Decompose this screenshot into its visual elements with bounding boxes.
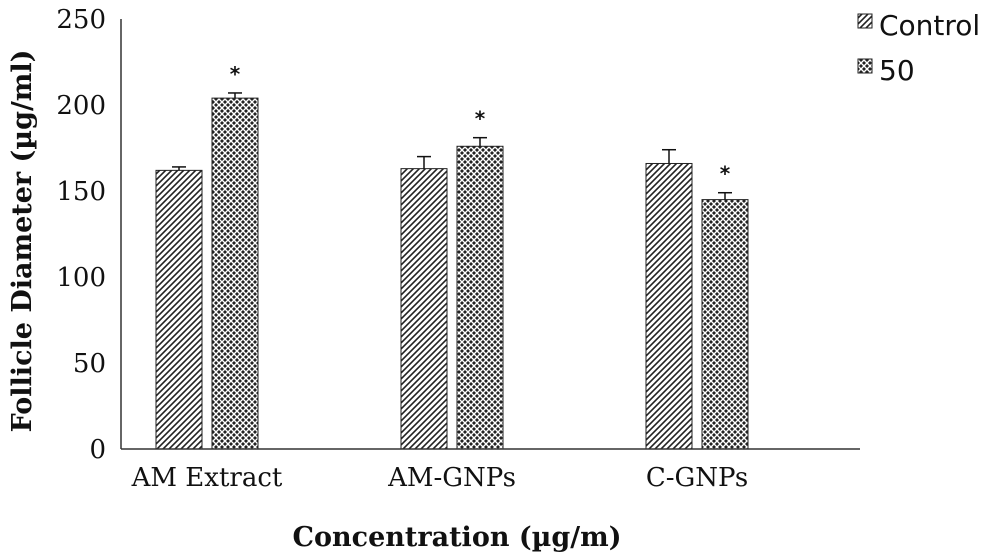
bar-control bbox=[155, 169, 203, 450]
y-tick-label: 200 bbox=[56, 91, 106, 121]
legend-swatch-50 bbox=[857, 58, 873, 74]
legend-label-control: Control bbox=[879, 9, 980, 42]
x-category-label: AM-GNPs bbox=[387, 463, 516, 493]
bar-control bbox=[645, 162, 693, 450]
y-axis-title: Follicle Diameter (µg/ml) bbox=[7, 50, 38, 433]
bars: * * * bbox=[155, 62, 749, 450]
legend: Control 50 bbox=[857, 9, 980, 87]
x-axis-category-labels: AM Extract AM-GNPs C-GNPs bbox=[131, 463, 749, 493]
y-tick-label: 50 bbox=[73, 349, 106, 379]
significance-marker: * bbox=[720, 162, 731, 186]
significance-marker: * bbox=[475, 107, 486, 131]
y-tick-label: 250 bbox=[56, 5, 106, 35]
legend-item-50: 50 bbox=[857, 54, 915, 87]
significance-marker: * bbox=[230, 62, 241, 86]
legend-item-control: Control bbox=[857, 9, 980, 42]
bar-50 bbox=[211, 97, 259, 450]
bar-50 bbox=[456, 145, 504, 450]
x-axis-title: Concentration (µg/m) bbox=[293, 522, 622, 553]
x-category-label: AM Extract bbox=[131, 463, 283, 493]
bar-control bbox=[400, 168, 448, 450]
y-tick-label: 0 bbox=[89, 435, 106, 465]
y-tick-label: 100 bbox=[56, 263, 106, 293]
y-axis-tick-labels: 0 50 100 150 200 250 bbox=[56, 5, 106, 465]
bar-50 bbox=[701, 199, 749, 450]
legend-label-50: 50 bbox=[879, 54, 915, 87]
legend-swatch-control bbox=[857, 13, 873, 29]
y-tick-label: 150 bbox=[56, 177, 106, 207]
x-category-label: C-GNPs bbox=[646, 463, 748, 493]
